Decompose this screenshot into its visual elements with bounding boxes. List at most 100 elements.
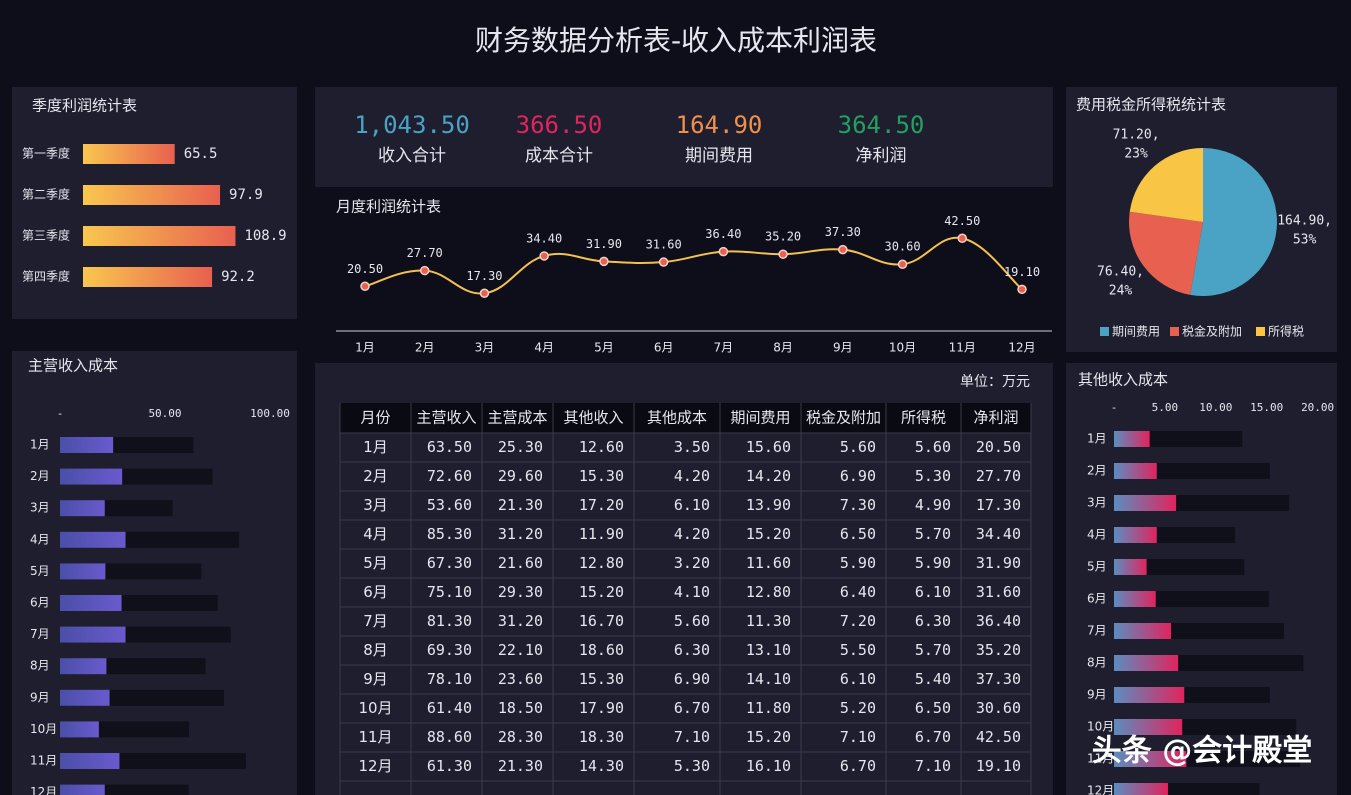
panel bbox=[315, 87, 1053, 187]
table-cell: 14.20 bbox=[746, 467, 791, 485]
table-cell: 6.50 bbox=[840, 525, 876, 543]
table-cell: 4.20 bbox=[674, 467, 710, 485]
table-cell: 34.40 bbox=[976, 525, 1021, 543]
table-cell: 25.30 bbox=[498, 438, 543, 456]
pie-slice bbox=[1129, 148, 1203, 222]
table-cell: 11.80 bbox=[746, 699, 791, 717]
chart-title: 费用税金所得税统计表 bbox=[1076, 96, 1226, 114]
chart-title: 其他收入成本 bbox=[1078, 371, 1168, 389]
category-label: 9月 bbox=[30, 690, 50, 704]
table-cell: 61.40 bbox=[427, 699, 472, 717]
bar bbox=[1114, 623, 1172, 639]
table-cell: 63.50 bbox=[427, 438, 472, 456]
table-cell: 15.30 bbox=[579, 467, 624, 485]
legend-label: 税金及附加 bbox=[1182, 324, 1242, 339]
table-cell: 20.50 bbox=[976, 438, 1021, 456]
category-label: 12月 bbox=[1087, 784, 1114, 795]
x-tick-label: - bbox=[1111, 401, 1118, 414]
table-cell: 5.90 bbox=[915, 554, 951, 572]
watermark: 头条 @会计殿堂 bbox=[1092, 734, 1312, 769]
table-cell: 18.30 bbox=[579, 728, 624, 746]
table-cell: 17.30 bbox=[976, 496, 1021, 514]
category-label: 6月 bbox=[30, 596, 50, 610]
category-label: 4月 bbox=[1087, 528, 1107, 542]
table-cell: 6.70 bbox=[915, 728, 951, 746]
point bbox=[897, 259, 908, 269]
table-cell: 4.20 bbox=[674, 525, 710, 543]
slice-label: 53% bbox=[1293, 232, 1317, 247]
table-cell: 31.20 bbox=[498, 612, 543, 630]
kpi-label: 收入合计 bbox=[378, 146, 446, 166]
point bbox=[599, 256, 609, 267]
kpi-value: 164.90 bbox=[676, 111, 763, 139]
point bbox=[838, 244, 848, 255]
slice-label: 76.40, bbox=[1097, 264, 1144, 279]
table-cell: 21.30 bbox=[498, 757, 543, 775]
table-header: 期间费用 bbox=[730, 409, 790, 427]
table-cell: 75.10 bbox=[427, 583, 472, 601]
table-cell: 61.30 bbox=[427, 757, 472, 775]
bar bbox=[60, 437, 114, 453]
category-label: 4月 bbox=[30, 532, 50, 546]
table-cell: 21.30 bbox=[498, 496, 543, 514]
category-label: 6月 bbox=[1087, 592, 1107, 606]
bar bbox=[60, 784, 105, 795]
category-label: 10月 bbox=[1087, 720, 1114, 734]
table-cell: 6.10 bbox=[674, 496, 710, 514]
bar bbox=[60, 595, 122, 611]
bar bbox=[1114, 463, 1157, 479]
bar bbox=[1114, 527, 1157, 543]
x-tick-label: 5.00 bbox=[1152, 401, 1179, 414]
bar bbox=[1114, 719, 1183, 735]
table-cell: 19.10 bbox=[976, 757, 1021, 775]
legend-swatch bbox=[1100, 327, 1109, 336]
bar bbox=[60, 468, 123, 485]
legend-label: 所得税 bbox=[1268, 324, 1304, 339]
table-cell: 53.60 bbox=[427, 496, 472, 514]
kpi-value: 1,043.50 bbox=[354, 111, 470, 139]
bar bbox=[83, 226, 236, 246]
bar bbox=[60, 500, 105, 517]
chart-title: 月度利润统计表 bbox=[336, 198, 441, 216]
table-cell: 35.20 bbox=[976, 641, 1021, 659]
table-cell: 67.30 bbox=[427, 554, 472, 572]
table-cell: 5.30 bbox=[674, 757, 710, 775]
bar bbox=[1114, 783, 1168, 795]
pie-slice bbox=[1129, 211, 1203, 295]
table-cell: 9月 bbox=[363, 670, 388, 688]
table-cell: 5.20 bbox=[840, 699, 876, 717]
table-cell: 11.90 bbox=[579, 525, 624, 543]
value-label: 35.20 bbox=[765, 230, 801, 244]
table-cell: 27.70 bbox=[976, 467, 1021, 485]
bar bbox=[1114, 431, 1150, 447]
table-cell: 29.30 bbox=[498, 583, 543, 601]
point bbox=[479, 288, 490, 299]
category-label: 2月 bbox=[30, 469, 50, 483]
table-cell: 18.50 bbox=[498, 699, 543, 717]
table-cell: 6.10 bbox=[840, 670, 876, 688]
x-tick-label: 50.00 bbox=[148, 407, 181, 420]
table-cell: 18.60 bbox=[579, 641, 624, 659]
table-cell: 5.40 bbox=[915, 670, 951, 688]
table-cell: 2月 bbox=[363, 467, 388, 485]
table-cell: 12.80 bbox=[579, 554, 624, 572]
category-label: 5月 bbox=[30, 564, 50, 578]
x-tick-label: 12月 bbox=[1008, 341, 1035, 355]
bar bbox=[83, 185, 221, 205]
table-header: 主营收入 bbox=[416, 409, 476, 427]
kpi-value: 366.50 bbox=[516, 111, 603, 139]
table-cell: 1月 bbox=[363, 438, 388, 456]
table-cell: 72.60 bbox=[427, 467, 472, 485]
table-cell: 11月 bbox=[358, 728, 392, 746]
value-label: 30.60 bbox=[884, 240, 920, 254]
bar bbox=[60, 531, 126, 548]
category-label: 7月 bbox=[30, 627, 50, 641]
table-cell: 7.10 bbox=[915, 757, 951, 775]
table-cell: 6.30 bbox=[915, 612, 951, 630]
value-label: 34.40 bbox=[526, 231, 562, 245]
x-tick-label: 20.00 bbox=[1301, 401, 1334, 414]
table-header: 净利润 bbox=[973, 409, 1018, 427]
table-cell: 4.90 bbox=[915, 496, 951, 514]
category-label: 1月 bbox=[1087, 432, 1107, 446]
